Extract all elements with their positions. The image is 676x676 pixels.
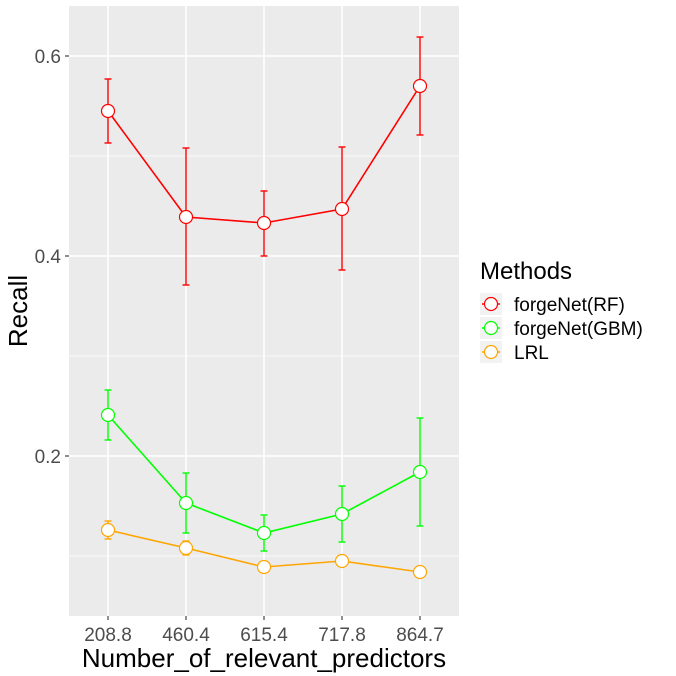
y-tick-label: 0.6 [35,47,61,68]
data-point [100,522,116,538]
data-point [178,209,194,225]
series-LRL [100,520,428,580]
y-tick-label: 0.2 [35,447,61,468]
x-tick-label: 208.8 [84,625,132,646]
x-axis-title: Number_of_relevant_predictors [82,643,446,673]
legend-key-point [483,320,499,336]
legend-item: forgeNet(RF) [480,293,625,316]
series-forgeNet(RF) [100,36,428,286]
x-tick-label: 460.4 [162,625,210,646]
data-point [334,553,350,569]
data-point [178,495,194,511]
legend-key-point [483,344,499,360]
legend-items: forgeNet(RF) forgeNet(GBM) LRL [480,293,643,364]
data-point [100,103,116,119]
data-point [412,564,428,580]
data-point [412,464,428,480]
x-tick-label: 615.4 [240,625,288,646]
legend-label: LRL [514,343,549,364]
y-axis-title: Recall [3,275,33,347]
data-point [256,215,272,231]
legend-title: Methods [480,258,572,285]
data-point [334,506,350,522]
data-point [412,78,428,94]
data-point [256,525,272,541]
series-layer [100,36,428,580]
data-point [256,559,272,575]
legend-label: forgeNet(RF) [514,295,625,316]
legend: Methods forgeNet(RF) forgeNet(GBM) LRL [480,258,643,364]
y-axis-ticks: 0.2 0.4 0.6 [35,47,69,468]
y-tick-label: 0.4 [35,247,62,268]
legend-label: forgeNet(GBM) [514,319,643,340]
legend-item: LRL [480,341,549,364]
data-point [334,201,350,217]
x-tick-label: 717.8 [318,625,366,646]
legend-item: forgeNet(GBM) [480,317,643,340]
data-point [178,540,194,556]
data-point [100,407,116,423]
legend-key-point [483,296,499,312]
x-axis-ticks: 208.8 460.4 615.4 717.8 864.7 [84,616,444,646]
x-tick-label: 864.7 [396,625,444,646]
series-forgeNet(GBM) [100,389,428,552]
